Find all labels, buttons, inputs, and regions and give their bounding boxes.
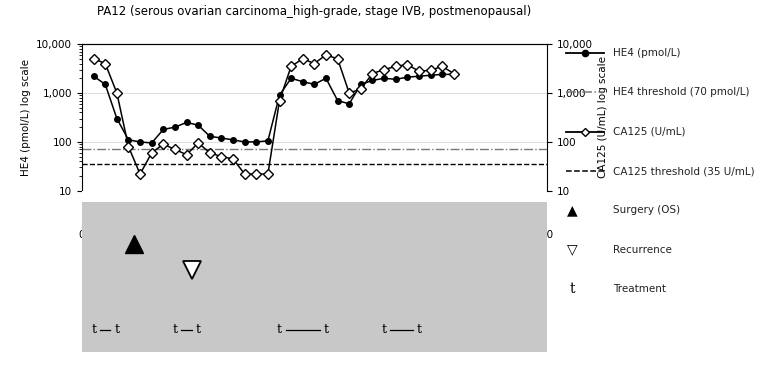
Text: t: t [91,323,96,336]
Text: PA12 (serous ovarian carcinoma_high-grade, stage IVB, postmenopausal): PA12 (serous ovarian carcinoma_high-grad… [97,6,532,18]
Text: HE4 threshold (70 pmol/L): HE4 threshold (70 pmol/L) [613,87,750,98]
Text: t: t [569,282,576,296]
Text: CA125 threshold (35 U/mL): CA125 threshold (35 U/mL) [613,166,754,176]
Text: ▽: ▽ [567,243,578,257]
Text: t: t [323,323,329,336]
Text: t: t [416,323,422,336]
Text: Treatment: Treatment [613,284,666,294]
Text: t: t [382,323,387,336]
Y-axis label: HE4 (pmol/L) log scale: HE4 (pmol/L) log scale [21,59,30,176]
Text: CA125 (U/mL): CA125 (U/mL) [613,127,686,137]
Text: t: t [173,323,177,336]
Text: Recurrence: Recurrence [613,244,672,255]
Text: t: t [277,323,282,336]
Text: ▲: ▲ [567,203,578,217]
Text: Surgery (OS): Surgery (OS) [613,205,680,215]
Text: t: t [196,323,201,336]
Y-axis label: CA125 (U/mL) log scale: CA125 (U/mL) log scale [598,57,608,178]
Text: t: t [114,323,119,336]
Text: HE4 (pmol/L): HE4 (pmol/L) [613,48,680,58]
Text: Months since observation start: Months since observation start [228,234,401,244]
